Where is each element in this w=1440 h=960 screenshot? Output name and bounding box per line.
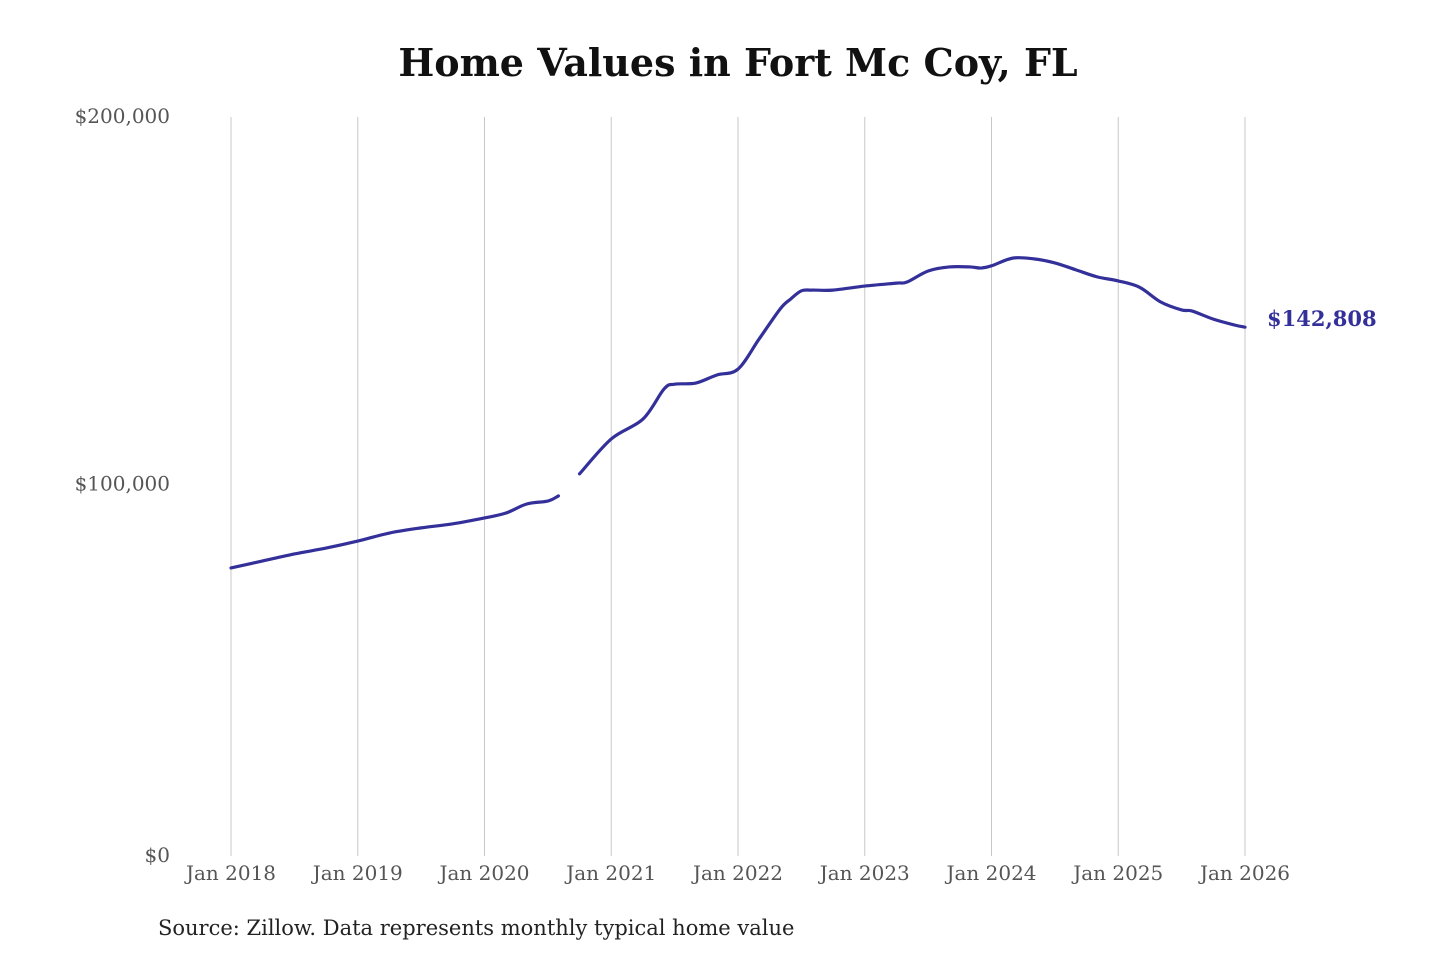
x-tick-label: Jan 2020 [437, 861, 529, 885]
x-tick-label: Jan 2026 [1198, 861, 1290, 885]
x-tick-label: Jan 2019 [311, 861, 403, 885]
end-value-label: $142,808 [1267, 306, 1377, 331]
y-tick-label: $100,000 [75, 472, 170, 496]
y-tick-label: $200,000 [75, 104, 170, 128]
chart-title: Home Values in Fort Mc Coy, FL [398, 40, 1078, 85]
series-line [577, 256, 1247, 476]
x-tick-label: Jan 2024 [944, 861, 1036, 885]
x-tick-label: Jan 2022 [691, 861, 783, 885]
x-tick-label: Jan 2021 [564, 861, 656, 885]
x-tick-label: Jan 2018 [184, 861, 276, 885]
x-tick-label: Jan 2023 [818, 861, 910, 885]
y-tick-label: $0 [145, 843, 170, 867]
series-line [229, 494, 561, 570]
source-note: Source: Zillow. Data represents monthly … [158, 916, 795, 940]
x-tick-label: Jan 2025 [1071, 861, 1163, 885]
